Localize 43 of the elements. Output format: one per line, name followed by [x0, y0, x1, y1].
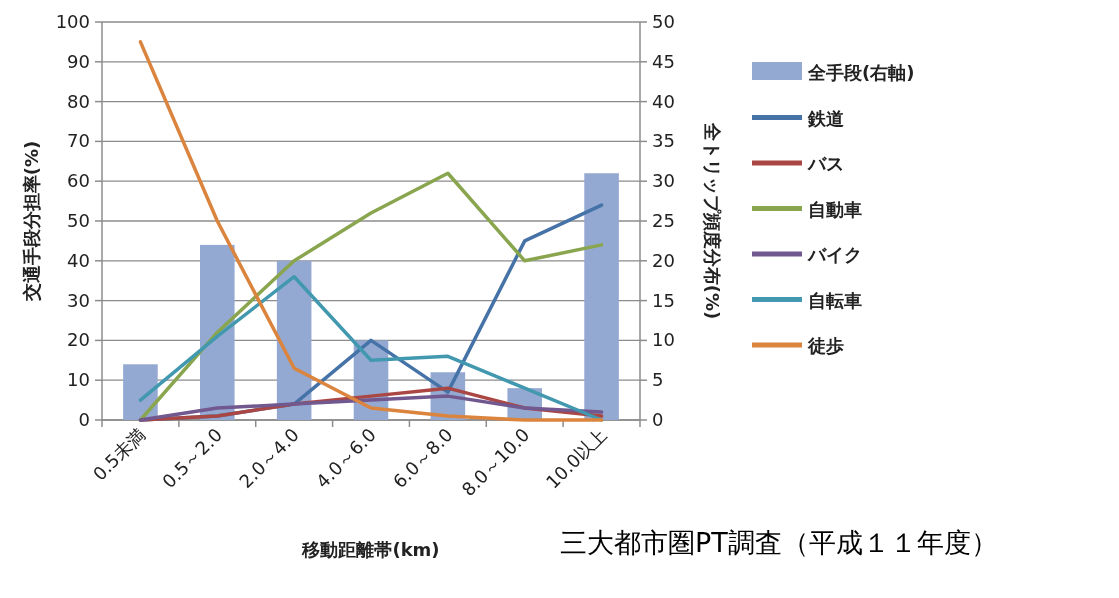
- y-tick-label: 100: [55, 11, 90, 32]
- legend-label: 鉄道: [807, 107, 844, 129]
- bar: [199, 244, 235, 420]
- y-tick-label: 50: [67, 210, 90, 231]
- x-tick-label: 0.5～2.0: [158, 423, 227, 493]
- y-axis-title: 交通手段分担率(%): [21, 140, 42, 303]
- legend-label: バス: [807, 153, 844, 174]
- legend-label: 徒歩: [807, 335, 844, 356]
- y-tick-label: 40: [67, 249, 90, 271]
- legend-label: 全手段(右軸): [807, 62, 915, 83]
- x-tick-label: 0.5未満: [88, 423, 150, 485]
- bar: [584, 173, 619, 420]
- y-tick-label: 70: [67, 130, 90, 152]
- y2-tick-label: 10: [652, 329, 675, 351]
- line-series: [138, 274, 604, 422]
- line-series: [138, 394, 604, 422]
- x-tick-label: 6.0～8.0: [388, 423, 457, 493]
- y2-tick-label: 50: [652, 11, 675, 32]
- line-series: [138, 40, 604, 422]
- y2-tick-label: 30: [652, 170, 675, 192]
- y2-tick-label: 35: [652, 130, 675, 152]
- y2-tick-label: 5: [652, 369, 664, 391]
- y-tick-label: 90: [67, 50, 90, 72]
- y-tick-label: 0: [78, 409, 90, 430]
- text: 三大都市圏PT調査（平成１１年度）: [560, 527, 998, 558]
- y2-tick-label: 25: [652, 210, 675, 231]
- x-tick-label: 2.0～4.0: [234, 423, 303, 493]
- legend-label: 自転車: [808, 289, 862, 311]
- y2-tick-label: 20: [652, 249, 675, 271]
- y-tick-label: 20: [67, 329, 90, 351]
- y2-tick-label: 0: [652, 409, 664, 430]
- y2-tick-label: 40: [652, 90, 675, 112]
- y-tick-label: 80: [67, 90, 90, 112]
- legend-label: 自動車: [808, 198, 862, 220]
- y2-tick-label: 15: [652, 289, 675, 311]
- y-tick-label: 10: [67, 369, 90, 391]
- y2-tick-label: 45: [652, 50, 675, 72]
- y-tick-label: 30: [67, 289, 90, 311]
- y-tick-label: 60: [67, 170, 90, 192]
- x-tick-label: 4.0～6.0: [311, 423, 380, 493]
- legend-label: バイク: [807, 244, 862, 265]
- y2-axis-title: 全トリップ頻度分布(%): [702, 121, 723, 320]
- x-axis-title: 移動距離帯(km): [301, 539, 440, 560]
